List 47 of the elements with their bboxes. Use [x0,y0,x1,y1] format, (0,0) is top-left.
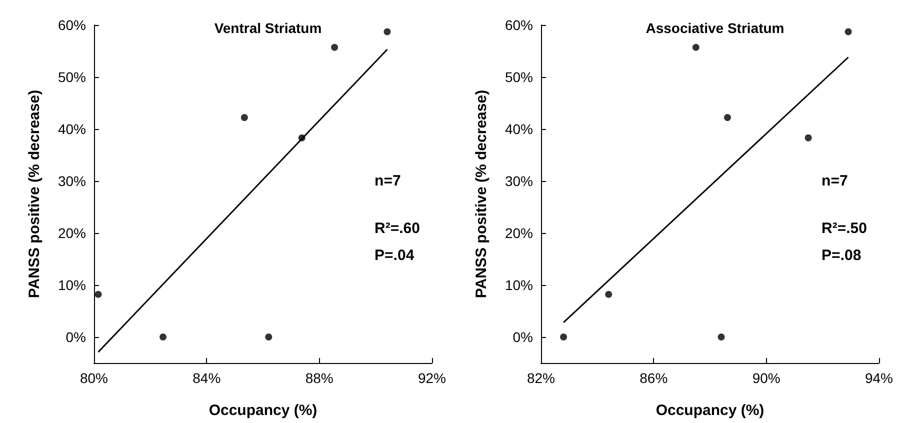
annotation: P=.04 [374,247,415,264]
point [692,44,700,51]
y-tick-label: 0% [512,329,533,345]
y-tick-label: 0% [66,329,86,345]
point [160,334,167,340]
y-tick-label: 30% [58,173,86,189]
point [240,114,248,122]
x-tick-label: 92% [418,370,446,386]
x-tick-label: 90% [752,370,780,386]
annotation: n=7 [374,172,401,190]
chart-title: Associative Striatum [646,20,784,36]
point [605,290,612,298]
annotation: R²=.50 [822,220,867,238]
point [804,134,812,142]
annotation: R²=.60 [374,220,420,238]
y-tick-label: 20% [504,225,533,241]
chart-title: Ventral Striatum [214,20,322,36]
annotation: n=7 [822,172,848,190]
x-axis-title: Occupancy (%) [656,402,764,419]
x-tick-label: 88% [305,370,334,386]
x-tick-label: 86% [640,370,668,386]
y-tick-label: 30% [504,173,533,189]
x-tick-label: 84% [192,370,221,386]
point [724,114,731,122]
y-tick-label: 20% [58,225,86,241]
x-tick-label: 94% [864,370,894,386]
y-tick-label: 60% [504,17,533,33]
y-axis-title: PANSS positive (% decrease) [473,90,490,298]
y-tick-label: 40% [504,121,533,137]
point [331,44,338,51]
x-axis-title: Occupancy (%) [208,402,318,419]
x-tick-label: 80% [80,370,108,386]
y-axis-title: PANSS positive (% decrease) [26,90,43,298]
y-tick-label: 40% [58,121,86,137]
point [384,28,391,36]
point [94,290,102,298]
x-tick-label: 82% [526,370,556,386]
y-tick-label: 50% [504,69,533,85]
y-tick-label: 10% [504,277,533,293]
y-tick-label: 50% [58,69,86,85]
point [844,28,852,36]
y-tick-label: 60% [58,17,86,33]
annotation: P=.08 [822,247,862,264]
y-tick-label: 10% [58,277,86,293]
point [718,334,725,340]
point [265,334,272,340]
point [560,334,568,340]
